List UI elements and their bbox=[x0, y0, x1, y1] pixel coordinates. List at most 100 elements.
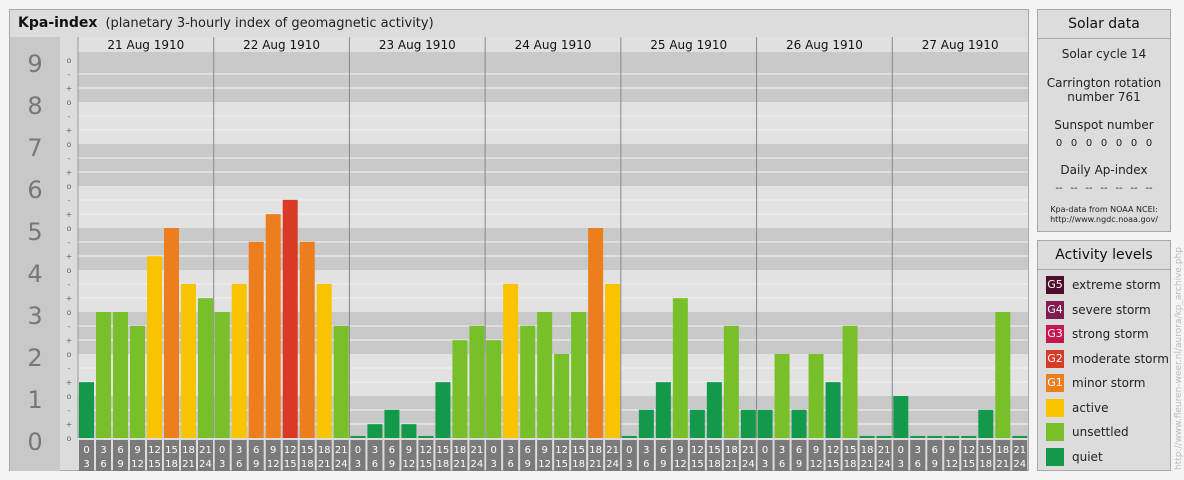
slot-start-label: 9 bbox=[949, 445, 955, 456]
slot-label-box bbox=[672, 440, 688, 471]
slot-end-label: 24 bbox=[335, 459, 348, 470]
slot-start-label: 9 bbox=[134, 445, 140, 456]
slot-end-label: 3 bbox=[898, 459, 904, 470]
slot-label-box bbox=[791, 440, 807, 471]
slot-end-label: 18 bbox=[437, 459, 450, 470]
slot-label-box bbox=[554, 440, 570, 471]
slot-start-label: 0 bbox=[355, 445, 361, 456]
y-minor-tick: + bbox=[66, 420, 73, 429]
slot-start-label: 0 bbox=[490, 445, 496, 456]
y-minor-tick: + bbox=[66, 378, 73, 387]
slot-label-box bbox=[655, 440, 671, 471]
ap-value: -- bbox=[1130, 183, 1138, 194]
solar-data-title: Solar data bbox=[1038, 10, 1170, 39]
y-minor-tick: - bbox=[68, 238, 71, 247]
legend-swatch: G1 bbox=[1046, 374, 1064, 392]
slot-label-box bbox=[571, 440, 587, 471]
kpa-bar-chart: 0123456789o+-o+-o+-o+-o+-o+-o+-o+-o+-o21… bbox=[10, 37, 1028, 471]
kp-bar bbox=[571, 312, 587, 438]
slot-label-box bbox=[147, 440, 162, 471]
kp-bar bbox=[706, 382, 722, 438]
kp-bar bbox=[588, 228, 604, 438]
slot-label-box bbox=[333, 440, 349, 471]
y-minor-tick: + bbox=[66, 168, 73, 177]
slot-end-label: 9 bbox=[796, 459, 802, 470]
slot-start-label: 9 bbox=[541, 445, 547, 456]
slot-end-label: 18 bbox=[301, 459, 314, 470]
day-label: 23 Aug 1910 bbox=[379, 38, 456, 52]
slot-end-label: 6 bbox=[100, 459, 106, 470]
kpa-chart-panel: Kpa-index (planetary 3-hourly index of ge… bbox=[9, 9, 1029, 471]
kp-bar bbox=[96, 312, 111, 438]
slot-end-label: 6 bbox=[915, 459, 921, 470]
slot-start-label: 3 bbox=[507, 445, 513, 456]
slot-end-label: 3 bbox=[219, 459, 225, 470]
y-minor-tick: + bbox=[66, 210, 73, 219]
slot-label-box bbox=[842, 440, 858, 471]
minor-tick-band bbox=[60, 37, 78, 438]
kp-bar bbox=[164, 228, 179, 438]
slot-end-label: 21 bbox=[589, 459, 602, 470]
slot-label-box bbox=[757, 440, 773, 471]
y-minor-tick: - bbox=[68, 154, 71, 163]
kp-bar bbox=[299, 241, 315, 438]
slot-label-box bbox=[605, 440, 621, 471]
y-tick-label: 3 bbox=[27, 302, 42, 330]
slot-label-box bbox=[723, 440, 739, 471]
slot-start-label: 18 bbox=[318, 445, 331, 456]
slot-label-box bbox=[961, 440, 977, 471]
slot-start-label: 21 bbox=[199, 445, 212, 456]
y-tick-label: 8 bbox=[27, 92, 42, 120]
y-band bbox=[78, 102, 1028, 144]
slot-start-label: 0 bbox=[219, 445, 225, 456]
slot-start-label: 18 bbox=[996, 445, 1009, 456]
slot-end-label: 12 bbox=[131, 459, 144, 470]
slot-start-label: 12 bbox=[555, 445, 568, 456]
slot-end-label: 15 bbox=[962, 459, 975, 470]
y-minor-tick: + bbox=[66, 126, 73, 135]
kp-bar bbox=[435, 382, 451, 438]
y-minor-tick: o bbox=[67, 350, 72, 359]
slot-label-box bbox=[944, 440, 960, 471]
sunspot-value: 0 bbox=[1055, 138, 1063, 149]
y-minor-tick: o bbox=[67, 392, 72, 401]
slot-start-label: 6 bbox=[524, 445, 530, 456]
slot-start-label: 18 bbox=[454, 445, 467, 456]
sunspot-value: 0 bbox=[1100, 138, 1108, 149]
slot-end-label: 9 bbox=[117, 459, 123, 470]
y-minor-tick: - bbox=[68, 196, 71, 205]
y-minor-tick: + bbox=[66, 294, 73, 303]
y-minor-tick: - bbox=[68, 112, 71, 121]
sunspot-value: 0 bbox=[1115, 138, 1123, 149]
kp-bar bbox=[147, 256, 162, 438]
slot-label-box bbox=[927, 440, 943, 471]
slot-end-label: 24 bbox=[199, 459, 212, 470]
slot-start-label: 21 bbox=[471, 445, 484, 456]
slot-label-box bbox=[537, 440, 553, 471]
slot-label-box bbox=[893, 440, 909, 471]
kp-bar bbox=[605, 283, 621, 438]
slot-start-label: 6 bbox=[389, 445, 395, 456]
y-minor-tick: o bbox=[67, 56, 72, 65]
slot-start-label: 18 bbox=[589, 445, 602, 456]
slot-label-box bbox=[96, 440, 111, 471]
slot-end-label: 12 bbox=[538, 459, 551, 470]
slot-label-box bbox=[231, 440, 247, 471]
kp-bar bbox=[621, 436, 637, 438]
slot-start-label: 6 bbox=[117, 445, 123, 456]
slot-label-box bbox=[1012, 440, 1028, 471]
slot-start-label: 12 bbox=[148, 445, 161, 456]
kp-bar bbox=[978, 409, 994, 438]
slot-start-label: 3 bbox=[236, 445, 242, 456]
sunspot-value: 0 bbox=[1145, 138, 1153, 149]
kp-bar bbox=[927, 436, 943, 438]
slot-start-label: 18 bbox=[861, 445, 874, 456]
y-minor-tick: + bbox=[66, 84, 73, 93]
slot-label-box bbox=[621, 440, 637, 471]
y-minor-tick: o bbox=[67, 98, 72, 107]
slot-end-label: 12 bbox=[674, 459, 687, 470]
y-tick-label: 5 bbox=[27, 218, 42, 246]
ap-value: -- bbox=[1070, 183, 1078, 194]
slot-end-label: 15 bbox=[420, 459, 433, 470]
slot-end-label: 15 bbox=[827, 459, 840, 470]
